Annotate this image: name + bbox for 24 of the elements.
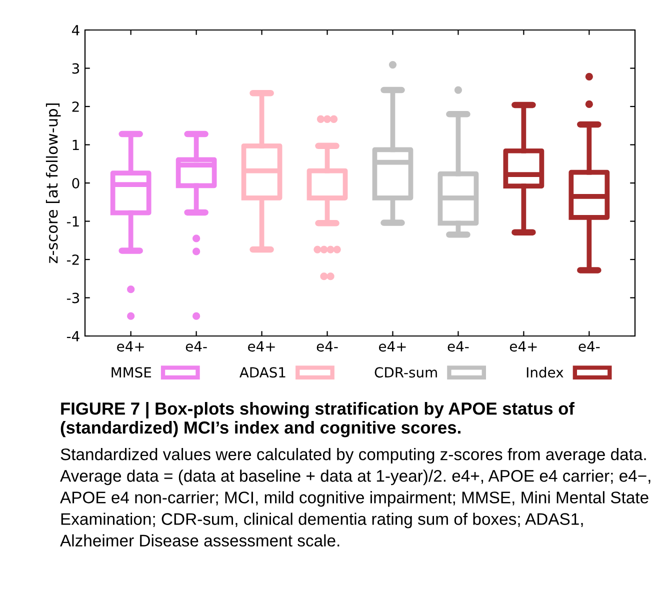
y-tick-label: -4	[66, 331, 80, 342]
y-tick-label: 3	[72, 63, 80, 74]
legend-label: MMSE	[112, 367, 152, 378]
text: FIGURE 7 | Box-plots showing stratification by APOE status of (standardized) MCI’s index and cognitive scores.	[60, 402, 575, 438]
x-tick-label: e4+	[117, 341, 144, 352]
y-axis-title: z-score [at follow-up]	[46, 104, 61, 264]
legend-label: CDR-sum	[374, 367, 437, 378]
x-tick-label: e4-	[186, 341, 207, 352]
y-tick-label: -3	[66, 292, 80, 304]
legend-label: ADAS1	[240, 367, 286, 378]
text: Standardized values were calculated by computing z-scores from average data. Average data = (data at baseline + data at 1-year)/2. e4+, APOE e4 carrier; e4−, APOE e4 non-carrier; MCI, mild cognitive impairment; MMSE, Mini Mental State Examination; CDR-sum, clinical dementia rating sum of boxes; ADAS1, Alzheimer Disease assessment scale.	[60, 448, 650, 547]
x-tick-label: e4+	[248, 341, 275, 352]
legend-label: Index	[526, 366, 564, 378]
y-tick-label: 2	[72, 101, 79, 112]
x-tick-label: e4-	[316, 341, 338, 352]
y-tick-label: -2	[66, 254, 79, 265]
y-tick-label: -1	[66, 216, 79, 227]
x-tick-label: e4+	[510, 341, 537, 352]
y-tick-label: 0	[72, 178, 80, 188]
x-tick-label: e4+	[378, 341, 406, 352]
y-tick-label: 1	[72, 140, 79, 150]
y-tick-label: 4	[72, 25, 80, 36]
x-tick-label: e4-	[578, 341, 600, 352]
x-tick-label: e4-	[448, 341, 469, 352]
